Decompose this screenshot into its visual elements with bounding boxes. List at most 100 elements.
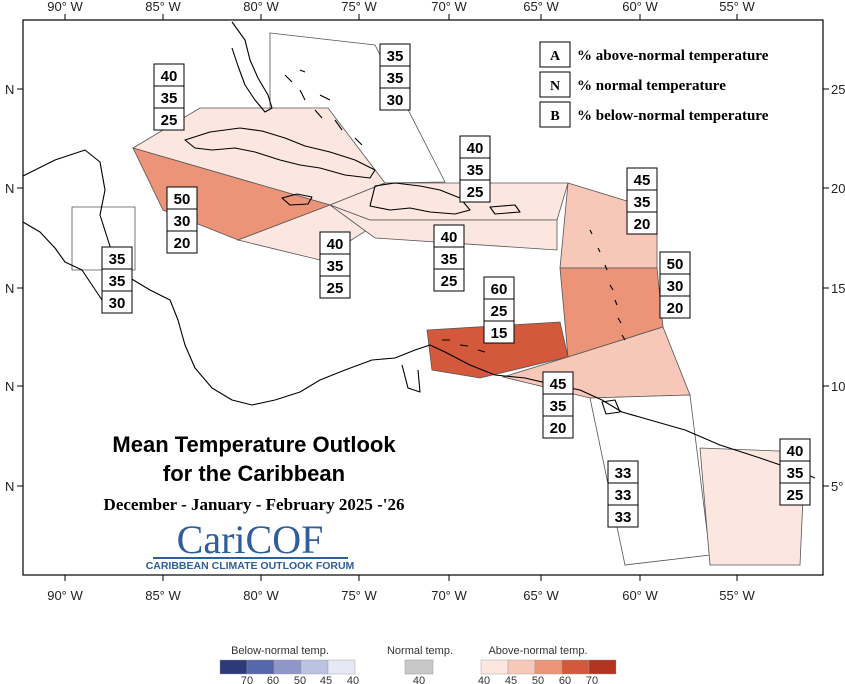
value-normal: 35 (467, 162, 484, 179)
cb-tick: 60 (267, 675, 279, 684)
lat-label: N (5, 181, 14, 196)
stack-bahamas: 35 35 30 (379, 43, 411, 111)
cb-tick: 45 (505, 675, 517, 684)
lon-label: 65° W (523, 0, 559, 14)
jamaica-coast (281, 193, 313, 206)
colorbar-above-swatches (480, 659, 617, 675)
value-normal: 35 (441, 251, 458, 268)
lat-label: 25 (831, 82, 845, 97)
probability-legend: A N B % above-normal temperature % norma… (539, 41, 769, 128)
coastlines (22, 21, 816, 479)
lat-label: 10 (831, 379, 845, 394)
colorbar-swatch-below (300, 659, 329, 675)
value-below: 20 (634, 216, 651, 233)
latitude-axis (17, 88, 829, 487)
colorbar-swatch-below (219, 659, 248, 675)
stack-windward: 50 30 20 (659, 251, 691, 319)
venezuela-gulf (401, 364, 421, 393)
abc-islands-coast (442, 339, 486, 353)
lon-label: 85° W (145, 588, 181, 603)
legend-desc: % above-normal temperature (577, 48, 769, 64)
lon-label: 85° W (145, 0, 181, 14)
colorbar-normal-swatch (404, 659, 434, 675)
latitude-labels-right: 25 20 15 10 5° (831, 82, 845, 494)
legend-desc: % below-normal temperature (577, 108, 769, 124)
stack-trinidad: 45 35 20 (542, 371, 574, 439)
value-above: 45 (634, 172, 651, 189)
cb-tick: 50 (294, 675, 306, 684)
bahamas-islands (284, 69, 363, 146)
longitude-axis (64, 14, 738, 581)
value-normal: 30 (667, 278, 684, 295)
lon-label: 80° W (243, 0, 279, 14)
trinidad-coast (601, 399, 621, 415)
stack-belize: 35 35 30 (101, 246, 133, 314)
brand-subtitle: CARIBBEAN CLIMATE OUTLOOK FORUM (146, 560, 355, 572)
value-normal: 30 (174, 213, 191, 230)
value-normal: 35 (550, 398, 567, 415)
lon-label: 55° W (719, 0, 755, 14)
value-below: 20 (174, 235, 191, 252)
puerto-rico-coast (489, 204, 521, 215)
colorbar-below-swatches (219, 659, 356, 675)
longitude-labels-top: 90° W 85° W 80° W 75° W 70° W 65° W 60° … (47, 0, 755, 14)
lon-label: 75° W (341, 0, 377, 14)
value-below: 25 (467, 184, 484, 201)
stack-haiti-south: 40 35 25 (319, 231, 351, 299)
colorbar-swatch-below (273, 659, 302, 675)
lon-label: 60° W (622, 0, 658, 14)
colorbar-below-label: Below-normal temp. (231, 645, 329, 657)
value-below: 30 (109, 295, 126, 312)
lat-label: N (5, 479, 14, 494)
colorbar-swatch-above (588, 659, 617, 675)
value-above: 40 (467, 140, 484, 157)
colorbar: Below-normal temp. Normal temp. Above-no… (219, 645, 617, 684)
lon-label: 70° W (431, 588, 467, 603)
value-below: 20 (550, 420, 567, 437)
lon-label: 90° W (47, 588, 83, 603)
value-below: 15 (491, 325, 508, 342)
stack-leeward: 45 35 20 (626, 167, 658, 235)
value-above: 60 (491, 281, 508, 298)
latitude-labels-left: N N N N N (5, 82, 14, 494)
lat-label: N (5, 379, 14, 394)
map-frame (22, 19, 824, 576)
colorbar-swatch-above (534, 659, 563, 675)
zone-suriname-guiana (699, 447, 806, 566)
cuba-coast (184, 127, 376, 179)
value-normal: 35 (787, 465, 804, 482)
lat-label: N (5, 82, 14, 97)
legend-key: N (550, 79, 560, 94)
value-below: 20 (667, 300, 684, 317)
value-normal: 25 (491, 303, 508, 320)
zone-bahamas (269, 32, 446, 184)
colorbar-swatch-above (507, 659, 536, 675)
value-below: 30 (387, 92, 404, 109)
value-above: 35 (387, 48, 404, 65)
lat-label: N (5, 281, 14, 296)
value-below: 33 (615, 509, 632, 526)
value-below: 25 (787, 487, 804, 504)
value-normal: 35 (634, 194, 651, 211)
cb-tick: 50 (532, 675, 544, 684)
stack-abc: 60 25 15 (483, 276, 515, 344)
lat-label: 20 (831, 181, 845, 196)
cb-tick: 70 (241, 675, 253, 684)
value-above: 45 (550, 376, 567, 393)
value-normal: 35 (327, 258, 344, 275)
brand-logo-text: CariCOF (177, 517, 324, 562)
value-below: 25 (441, 273, 458, 290)
colorbar-swatch-below (327, 659, 356, 675)
lesser-antilles (589, 229, 626, 341)
cb-tick: 70 (586, 675, 598, 684)
lat-label: 5° (831, 479, 843, 494)
stack-suriname-guiana: 40 35 25 (779, 438, 811, 506)
map-title-line1: Mean Temperature Outlook (112, 432, 396, 457)
stack-cuba: 40 35 25 (153, 63, 185, 131)
cb-tick: 40 (478, 675, 490, 684)
colorbar-swatch-below (246, 659, 275, 675)
central-america-coast (22, 149, 396, 406)
lat-label: 15 (831, 281, 845, 296)
lon-label: 90° W (47, 0, 83, 14)
